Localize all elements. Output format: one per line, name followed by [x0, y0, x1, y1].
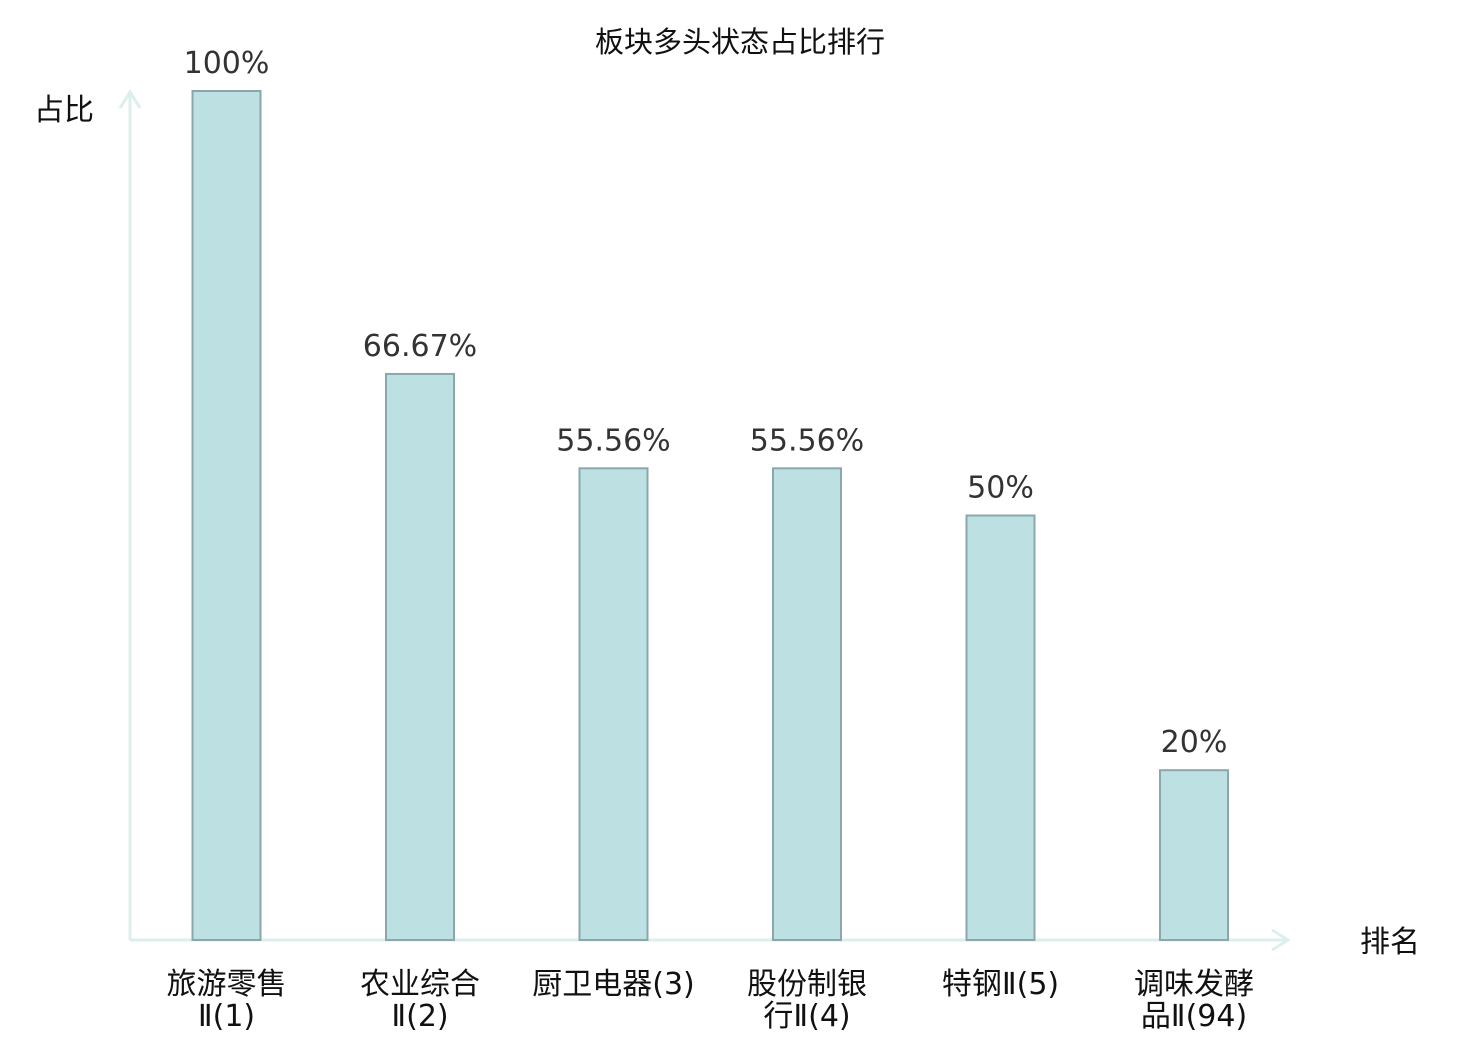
category-label-4-line-1: 股份制银 [747, 967, 867, 1002]
category-label-4-line-2: 行Ⅱ(4) [763, 999, 850, 1034]
category-label-2-line-1: 农业综合 [360, 967, 480, 1002]
bar-2 [385, 372, 455, 942]
value-label-2: 66.67% [363, 329, 477, 364]
x-axis-title: 排名 [1360, 925, 1420, 960]
chart-title: 板块多头状态占比排行 [595, 25, 885, 59]
category-label-5: 特钢Ⅱ(5) [942, 967, 1059, 1002]
bar-3 [578, 467, 649, 941]
category-label-5-line-1: 特钢Ⅱ(5) [942, 967, 1059, 1002]
category-label-4: 股份制银行Ⅱ(4) [747, 967, 867, 1034]
category-label-1: 旅游零售 Ⅱ(1) [167, 967, 287, 1034]
category-labels-group: 旅游零售 Ⅱ(1) 农业综合 Ⅱ(2) 厨卫电器(3) 股份制银行Ⅱ(4) 特钢Ⅱ(5) 调味… [167, 967, 1255, 1034]
category-label-2: 农业综合 Ⅱ(2) [360, 967, 480, 1034]
bar-4 [772, 467, 842, 941]
bar-1 [191, 90, 262, 941]
category-label-6-line-2: 品Ⅱ(94) [1141, 999, 1247, 1034]
category-label-6: 调味发酵品Ⅱ(94) [1134, 967, 1254, 1034]
category-label-1-line-2: Ⅱ(1) [198, 999, 255, 1034]
value-labels-group: 100% 66.67% 55.56% 55.56% 50% 20% [184, 46, 1228, 760]
y-axis-title: 占比 [34, 93, 94, 128]
axes [118, 89, 1291, 952]
x-axis-arrow [1271, 928, 1291, 952]
bar-5 [965, 514, 1036, 941]
value-label-6: 20% [1161, 725, 1228, 760]
value-label-5: 50% [967, 471, 1034, 506]
y-axis-arrow [118, 89, 142, 109]
bar-6 [1159, 769, 1229, 942]
value-label-1: 100% [184, 46, 270, 81]
category-label-6-line-1: 调味发酵 [1134, 967, 1254, 1002]
category-label-3-line-1: 厨卫电器(3) [532, 967, 695, 1002]
bars-group [191, 90, 1229, 942]
category-label-3: 厨卫电器(3) [532, 967, 695, 1002]
value-label-4: 55.56% [750, 423, 864, 458]
category-label-2-line-2: Ⅱ(2) [391, 999, 448, 1034]
category-label-1-line-1: 旅游零售 [167, 967, 287, 1002]
value-label-3: 55.56% [556, 423, 670, 458]
